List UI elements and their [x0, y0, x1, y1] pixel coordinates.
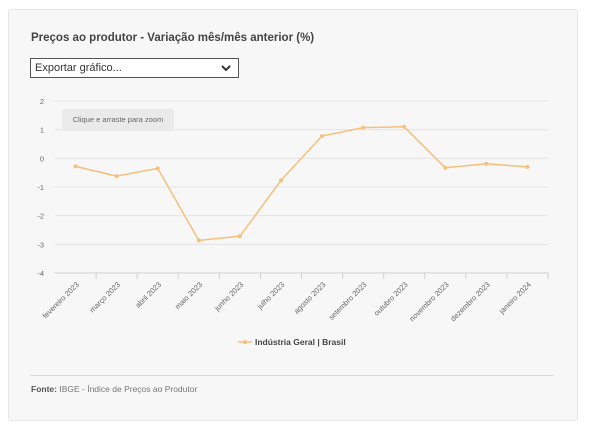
- legend-label: Indústria Geral | Brasil: [255, 337, 346, 347]
- x-tick-label: março 2023: [88, 280, 122, 314]
- x-tick-label: novembro 2023: [407, 280, 450, 323]
- export-select-label: Exportar gráfico...: [35, 62, 122, 74]
- source-text: IBGE - Índice de Preços ao Produtor: [59, 384, 198, 394]
- x-tick-label: agosto 2023: [292, 280, 328, 316]
- data-point[interactable]: [361, 125, 366, 130]
- chevron-down-icon: [221, 65, 231, 72]
- source-label: Fonte:: [31, 384, 57, 394]
- legend-swatch-icon: [238, 340, 252, 344]
- y-tick-label: 2: [40, 97, 44, 106]
- data-point[interactable]: [155, 166, 160, 171]
- x-tick-label: maio 2023: [173, 280, 204, 311]
- data-point[interactable]: [237, 234, 242, 239]
- data-point[interactable]: [443, 165, 448, 170]
- y-tick-label: -2: [37, 212, 44, 221]
- footer-divider: [30, 375, 554, 376]
- legend-item[interactable]: Indústria Geral | Brasil: [238, 336, 346, 348]
- series-line: [75, 126, 528, 242]
- y-tick-label: 1: [40, 126, 44, 135]
- y-tick-label: 0: [40, 154, 44, 163]
- x-tick-label: fevereiro 2023: [41, 280, 81, 320]
- data-point[interactable]: [402, 124, 407, 129]
- x-tick-label: outubro 2023: [372, 280, 410, 318]
- x-tick-label: dezembro 2023: [449, 280, 492, 323]
- data-point[interactable]: [525, 164, 530, 169]
- y-tick-label: -3: [37, 240, 44, 249]
- data-point[interactable]: [484, 161, 489, 166]
- data-point[interactable]: [278, 178, 283, 183]
- zoom-hint: Clique e arraste para zoom: [62, 109, 174, 131]
- data-point[interactable]: [73, 164, 78, 169]
- x-tick-label: abril 2023: [133, 280, 163, 310]
- y-tick-label: -1: [37, 183, 44, 192]
- data-point[interactable]: [320, 133, 325, 138]
- data-point[interactable]: [196, 238, 201, 243]
- chart-title: Preços ao produtor - Variação mês/mês an…: [31, 32, 315, 44]
- x-tick-label: junho 2023: [212, 280, 245, 313]
- x-tick-label: setembro 2023: [327, 280, 369, 322]
- export-chart-select[interactable]: Exportar gráfico...: [30, 58, 239, 78]
- x-tick-label: julho 2023: [255, 280, 287, 312]
- source-footer: Fonte: IBGE - Índice de Preços ao Produt…: [31, 384, 197, 394]
- x-tick-label: janeiro 2024: [497, 280, 533, 316]
- y-tick-label: -4: [37, 269, 44, 278]
- data-point[interactable]: [114, 174, 119, 179]
